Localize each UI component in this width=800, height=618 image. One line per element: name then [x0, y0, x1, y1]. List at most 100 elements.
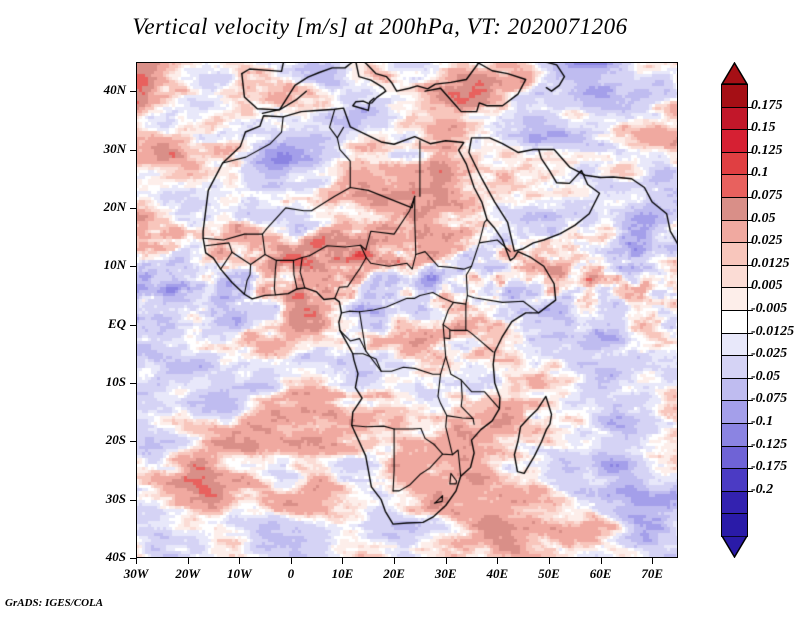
- x-axis-label: 10E: [331, 566, 354, 581]
- colorbar-swatch: [721, 445, 748, 470]
- colorbar-swatch: [721, 400, 748, 424]
- colorbar-swatch: [721, 219, 748, 244]
- y-axis-label: 20S: [105, 432, 126, 448]
- y-axis-label: EQ: [107, 315, 126, 331]
- y-axis-label: 40S: [105, 549, 126, 564]
- x-axis-tick: [549, 558, 550, 564]
- colorbar-tick: [748, 468, 753, 469]
- colorbar-swatch: [721, 332, 748, 357]
- colorbar-swatch: [721, 106, 748, 131]
- colorbar-swatch: [721, 490, 748, 515]
- y-axis-tick: [130, 558, 136, 559]
- x-axis-label: 60E: [589, 566, 612, 581]
- colorbar-tick: [748, 107, 753, 108]
- colorbar-label: 0.05: [751, 210, 776, 226]
- y-axis-tick: [130, 441, 136, 442]
- colorbar-label: 0.075: [751, 188, 783, 203]
- coastline-border-overlay: [136, 62, 678, 558]
- colorbar-label: 0.125: [751, 142, 783, 158]
- colorbar-label: 0.15: [751, 120, 776, 136]
- colorbar-swatch: [721, 377, 748, 402]
- colorbar-tick: [748, 423, 753, 424]
- colorbar-tick: [748, 197, 753, 198]
- colorbar-cap-bottom: [720, 535, 749, 559]
- colorbar-tick: [748, 491, 753, 492]
- x-axis-label: 70E: [641, 566, 664, 581]
- x-axis-label: 30W: [123, 566, 149, 581]
- x-axis-tick: [291, 558, 292, 564]
- map-plot-area: [136, 62, 678, 558]
- x-axis-label: 20W: [175, 566, 200, 581]
- colorbar-label: -0.125: [751, 436, 788, 452]
- colorbar-swatch: [721, 513, 748, 537]
- x-axis-tick: [394, 558, 395, 564]
- y-axis-label: 10N: [103, 257, 126, 273]
- colorbar-swatch: [721, 174, 748, 198]
- colorbar-label: 0.005: [751, 278, 783, 294]
- colorbar-label: -0.075: [751, 391, 788, 407]
- x-axis-label: 20E: [383, 566, 405, 581]
- y-axis-label: 40N: [103, 82, 126, 98]
- y-axis-label: 20N: [103, 198, 126, 214]
- colorbar-tick: [748, 400, 753, 401]
- colorbar-tick: [748, 446, 753, 447]
- colorbar-tick: [748, 355, 753, 356]
- x-axis-label: 40E: [486, 566, 509, 581]
- colorbar-swatch: [721, 423, 748, 447]
- colorbar-label: 0.025: [751, 233, 783, 249]
- colorbar-label: -0.1: [751, 414, 774, 429]
- colorbar-swatch: [721, 197, 748, 221]
- colorbar-swatch: [721, 355, 748, 379]
- y-axis-tick: [130, 500, 136, 501]
- colorbar-tick: [748, 378, 753, 379]
- colorbar-swatch: [721, 129, 748, 153]
- colorbar-swatch: [721, 242, 748, 266]
- y-axis-label: 30S: [105, 490, 126, 506]
- colorbar-label: -0.005: [751, 301, 788, 316]
- y-axis-label: 30N: [103, 140, 126, 156]
- colorbar: 0.175 0.15 0.125 0.1 0.075 0.05 0.025 0.0125 0.0…: [720, 61, 794, 559]
- colorbar-label: -0.2: [751, 481, 774, 497]
- y-axis-tick: [130, 208, 136, 209]
- x-axis-tick: [601, 558, 602, 564]
- y-axis-tick: [130, 325, 136, 326]
- x-axis-tick: [136, 558, 137, 564]
- colorbar-tick: [748, 333, 753, 334]
- x-axis-label: 0: [287, 566, 295, 581]
- colorbar-label: 0.0125: [751, 255, 790, 271]
- colorbar-tick: [748, 174, 753, 175]
- y-axis-tick: [130, 150, 136, 151]
- colorbar-swatch: [721, 468, 748, 492]
- x-axis-tick: [497, 558, 498, 564]
- colorbar-swatch: [721, 264, 748, 289]
- y-axis-tick: [130, 383, 136, 384]
- colorbar-label: -0.025: [751, 346, 788, 362]
- colorbar-tick: [748, 129, 753, 130]
- x-axis-tick: [652, 558, 653, 564]
- x-axis-label: 30E: [434, 566, 457, 581]
- x-axis-tick: [446, 558, 447, 564]
- x-axis-tick: [342, 558, 343, 564]
- colorbar-label: -0.05: [751, 368, 781, 384]
- colorbar-label: 0.175: [751, 97, 783, 113]
- page-title: Vertical velocity [m/s] at 200hPa, VT: 2…: [132, 14, 628, 39]
- colorbar-tick: [748, 220, 753, 221]
- x-axis-label: 50E: [538, 566, 560, 581]
- x-axis-tick: [188, 558, 189, 564]
- colorbar-swatch: [721, 310, 748, 334]
- colorbar-tick: [748, 152, 753, 153]
- x-axis-tick: [239, 558, 240, 564]
- y-axis-label: 10S: [105, 373, 126, 389]
- colorbar-swatch: [721, 151, 748, 176]
- y-axis-tick: [130, 266, 136, 267]
- colorbar-tick: [748, 242, 753, 243]
- colorbar-label: -0.0125: [751, 323, 795, 339]
- x-axis-label: 10W: [226, 566, 252, 581]
- colorbar-cap-top: [720, 61, 749, 85]
- colorbar-swatch: [721, 287, 748, 311]
- y-axis-tick: [130, 91, 136, 92]
- colorbar-tick: [748, 310, 753, 311]
- colorbar-label: -0.175: [751, 459, 788, 475]
- colorbar-tick: [748, 287, 753, 288]
- colorbar-swatch: [721, 84, 748, 108]
